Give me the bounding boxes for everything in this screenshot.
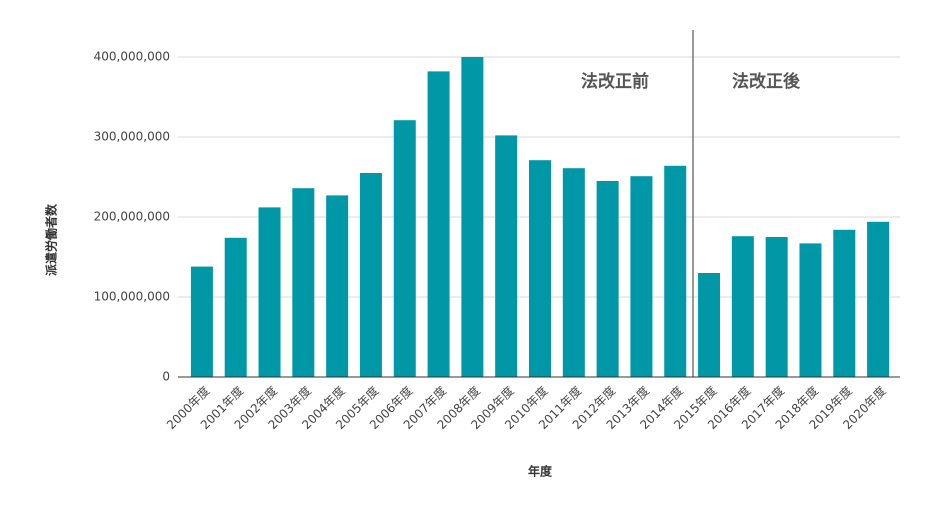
- y-tick-label: 200,000,000: [94, 210, 170, 224]
- bar: [393, 120, 416, 377]
- bar: [731, 236, 754, 377]
- bar: [427, 71, 450, 378]
- annotation: 法改正前: [581, 71, 649, 92]
- x-axis-label: 年度: [528, 464, 553, 479]
- bar: [292, 188, 315, 377]
- bar: [258, 207, 281, 377]
- bar: [596, 181, 619, 377]
- y-tick-label: 400,000,000: [94, 50, 170, 64]
- bar: [326, 195, 349, 377]
- bar: [224, 237, 247, 377]
- bar: [867, 221, 890, 377]
- bar: [630, 176, 653, 377]
- bar: [461, 57, 484, 377]
- y-tick-label: 0: [162, 370, 170, 384]
- bar: [495, 135, 518, 377]
- bar: [562, 168, 585, 377]
- annotation: 法改正後: [732, 71, 801, 92]
- bar: [529, 160, 551, 377]
- bar: [799, 243, 822, 377]
- bar: [359, 173, 382, 377]
- bar: [664, 165, 687, 377]
- bar: [765, 237, 788, 377]
- bar: [698, 273, 721, 377]
- y-axis-label: 派遣労働者数: [44, 203, 59, 276]
- bar: [190, 266, 213, 377]
- bar: [833, 229, 856, 377]
- y-tick-label: 100,000,000: [94, 290, 170, 304]
- y-tick-label: 300,000,000: [94, 130, 170, 144]
